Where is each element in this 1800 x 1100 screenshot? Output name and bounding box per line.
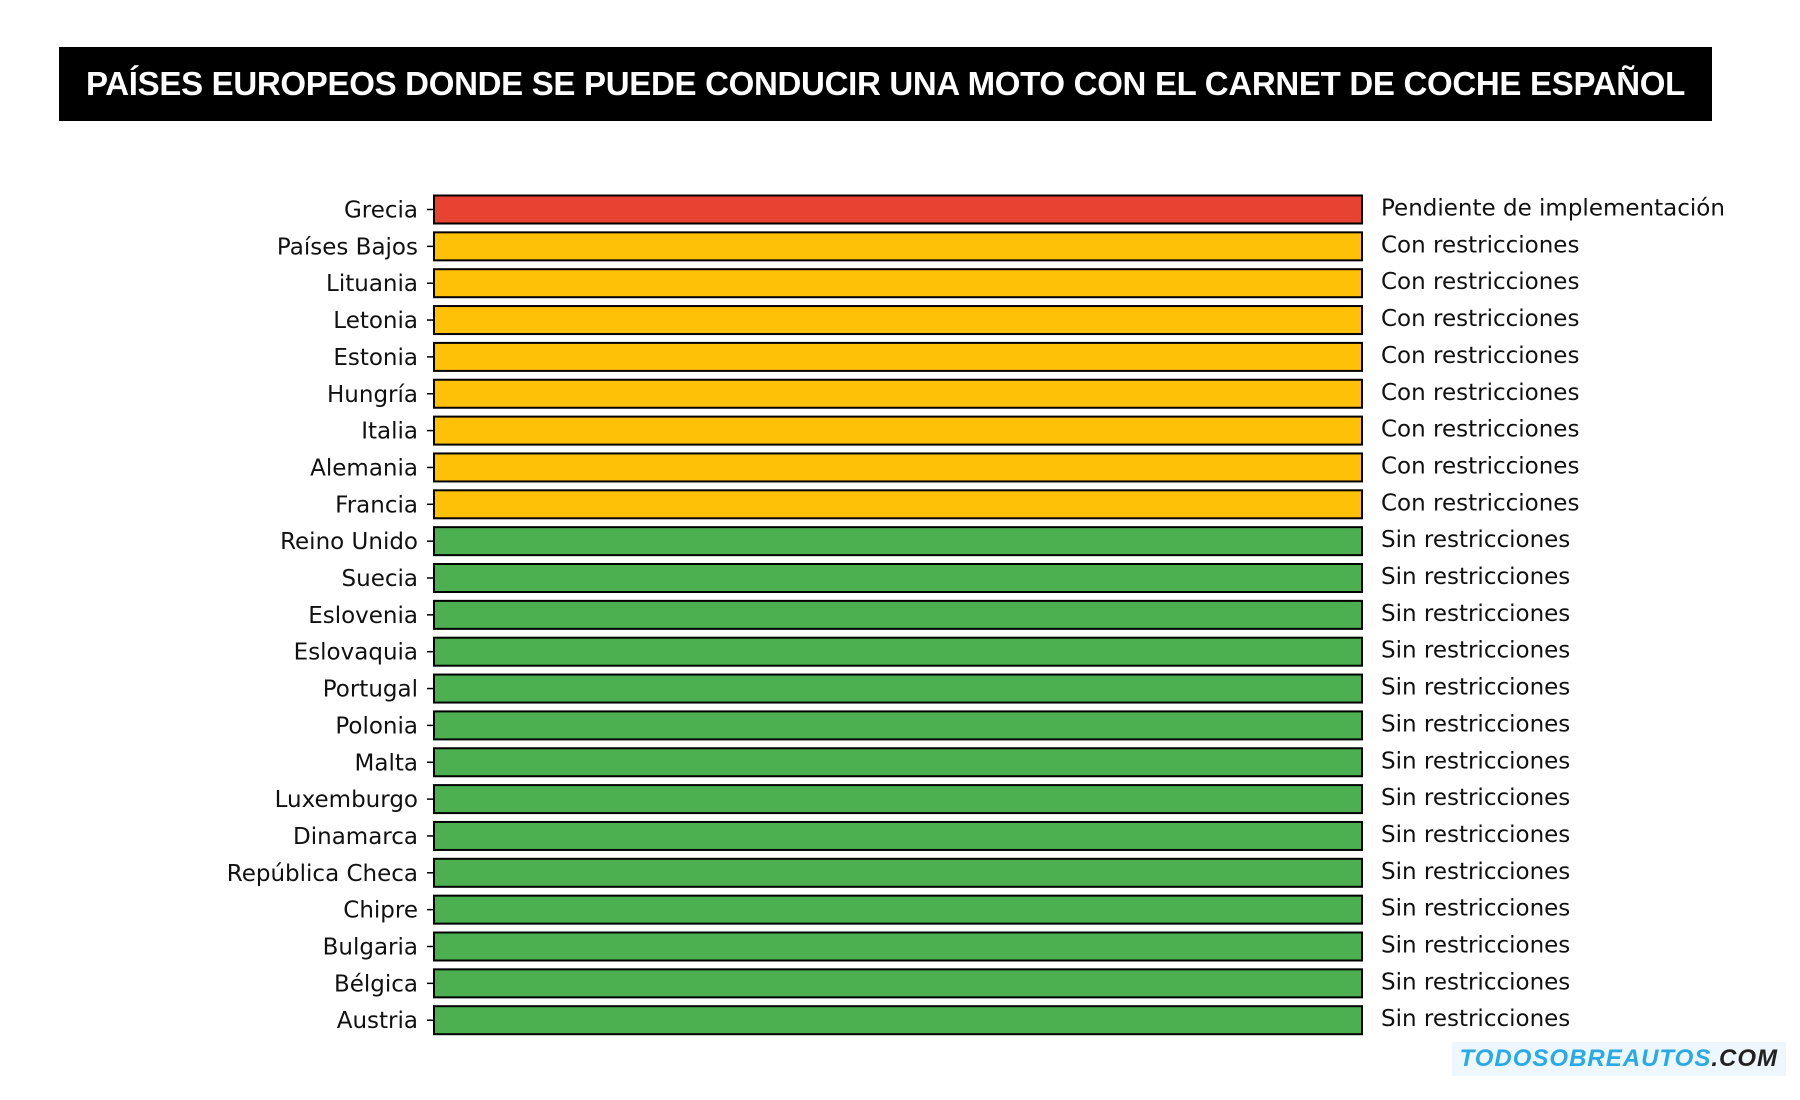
bar-bulgaria	[433, 931, 1363, 962]
bar-luxemburgo	[433, 784, 1363, 815]
bar-estonia	[433, 341, 1363, 372]
status-label-lituania: Con restricciones	[1381, 269, 1579, 295]
status-label-grecia: Pendiente de implementación	[1381, 196, 1725, 222]
bar-eslovaquia	[433, 636, 1363, 667]
category-label-grecia: Grecia	[344, 198, 418, 224]
bar-dinamarca	[433, 820, 1363, 851]
status-label-belgica: Sin restricciones	[1381, 969, 1570, 995]
status-label-eslovenia: Sin restricciones	[1381, 601, 1570, 627]
category-label-polonia: Polonia	[335, 713, 418, 739]
category-label-luxemburgo: Luxemburgo	[275, 787, 418, 813]
status-label-republica-checa: Sin restricciones	[1381, 859, 1570, 885]
category-label-letonia: Letonia	[333, 308, 418, 334]
bar-austria	[433, 1005, 1363, 1036]
category-label-bulgaria: Bulgaria	[323, 935, 418, 961]
bar-chipre	[433, 894, 1363, 925]
status-label-letonia: Con restricciones	[1381, 306, 1579, 332]
watermark-suffix: .COM	[1711, 1045, 1778, 1072]
category-label-alemania: Alemania	[310, 455, 418, 481]
chart-title: PAÍSES EUROPEOS DONDE SE PUEDE CONDUCIR …	[86, 65, 1685, 102]
category-label-belgica: Bélgica	[334, 971, 418, 997]
category-label-republica-checa: República Checa	[227, 861, 418, 887]
status-label-austria: Sin restricciones	[1381, 1006, 1570, 1032]
category-label-paises-bajos: Países Bajos	[277, 234, 418, 260]
status-label-estonia: Con restricciones	[1381, 343, 1579, 369]
bar-paises-bajos	[433, 231, 1363, 262]
bar-suecia	[433, 563, 1363, 593]
status-label-alemania: Con restricciones	[1381, 453, 1579, 479]
status-label-dinamarca: Sin restricciones	[1381, 822, 1570, 848]
bar-republica-checa	[433, 857, 1363, 888]
bar-malta	[433, 747, 1363, 778]
bar-belgica	[433, 968, 1363, 999]
title-banner: PAÍSES EUROPEOS DONDE SE PUEDE CONDUCIR …	[59, 47, 1712, 121]
status-label-chipre: Sin restricciones	[1381, 896, 1570, 922]
status-label-hungria: Con restricciones	[1381, 380, 1579, 406]
bar-eslovenia	[433, 599, 1363, 630]
status-label-reino-unido: Sin restricciones	[1381, 527, 1570, 553]
category-label-dinamarca: Dinamarca	[293, 824, 418, 850]
bar-portugal	[433, 673, 1363, 704]
category-label-estonia: Estonia	[333, 345, 418, 371]
bar-italia	[433, 415, 1363, 446]
bar-polonia	[433, 710, 1363, 741]
status-label-bulgaria: Sin restricciones	[1381, 933, 1570, 959]
bar-grecia	[433, 194, 1363, 225]
status-label-malta: Sin restricciones	[1381, 748, 1570, 774]
status-label-suecia: Sin restricciones	[1381, 564, 1570, 590]
category-label-eslovenia: Eslovenia	[308, 603, 418, 629]
bar-lituania	[433, 268, 1363, 299]
category-label-portugal: Portugal	[323, 677, 418, 703]
category-label-suecia: Suecia	[342, 566, 418, 592]
category-label-reino-unido: Reino Unido	[280, 529, 418, 555]
category-label-chipre: Chipre	[343, 898, 418, 924]
status-label-portugal: Sin restricciones	[1381, 675, 1570, 701]
bar-alemania	[433, 452, 1363, 483]
category-label-eslovaquia: Eslovaquia	[294, 640, 418, 666]
y-ticks-layer	[427, 208, 434, 1021]
category-labels-layer: Grecia Países Bajos Lituania Letonia Estonia…	[227, 198, 418, 1035]
bar-francia	[433, 489, 1363, 520]
status-label-italia: Con restricciones	[1381, 417, 1579, 443]
bar-letonia	[433, 305, 1363, 336]
watermark-brand: TODOSOBREAUTOS	[1459, 1045, 1712, 1072]
category-label-italia: Italia	[361, 419, 418, 445]
watermark-logo: TODOSOBREAUTOS.COM	[1451, 1042, 1786, 1076]
category-label-malta: Malta	[355, 750, 418, 776]
category-label-hungria: Hungría	[327, 382, 418, 408]
status-label-paises-bajos: Con restricciones	[1381, 232, 1579, 258]
category-label-lituania: Lituania	[326, 271, 418, 297]
status-label-francia: Con restricciones	[1381, 490, 1579, 516]
bar-reino-unido	[433, 526, 1363, 557]
category-label-austria: Austria	[337, 1008, 418, 1034]
status-label-luxemburgo: Sin restricciones	[1381, 785, 1570, 811]
status-label-eslovaquia: Sin restricciones	[1381, 638, 1570, 664]
category-label-francia: Francia	[335, 492, 418, 518]
bars-layer	[433, 194, 1363, 1036]
status-labels-layer: Pendiente de implementación Con restricci…	[1381, 196, 1725, 1033]
bar-hungria	[433, 378, 1363, 409]
status-label-polonia: Sin restricciones	[1381, 711, 1570, 737]
